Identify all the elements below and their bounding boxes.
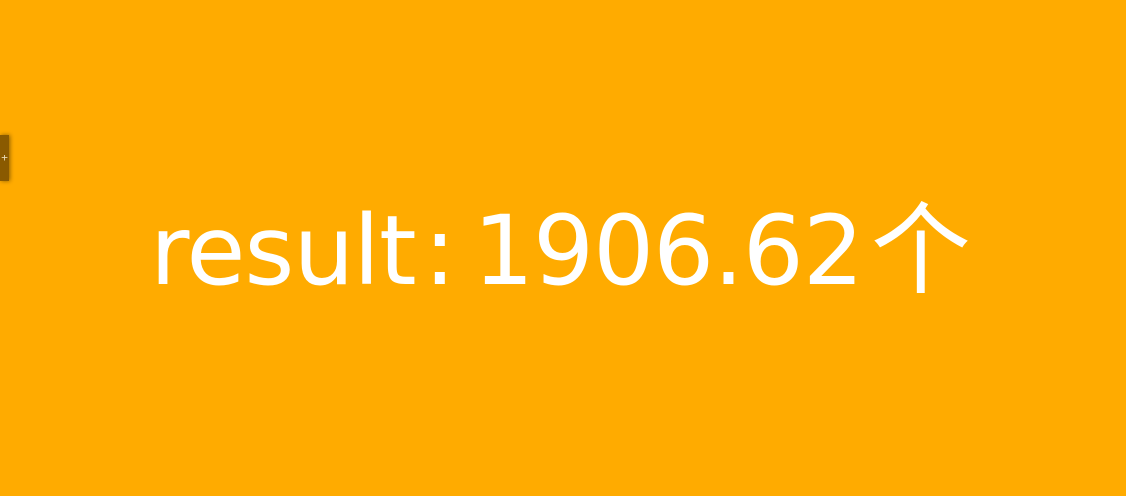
result-value: 1906.62 [472,195,864,307]
result-display: result : 1906.62 个 [150,192,971,309]
result-separator: : [423,195,456,307]
expand-icon: + [1,151,8,164]
side-expand-tab[interactable]: + [0,135,9,181]
result-unit: 个 [870,192,971,309]
result-label: result [150,195,417,307]
